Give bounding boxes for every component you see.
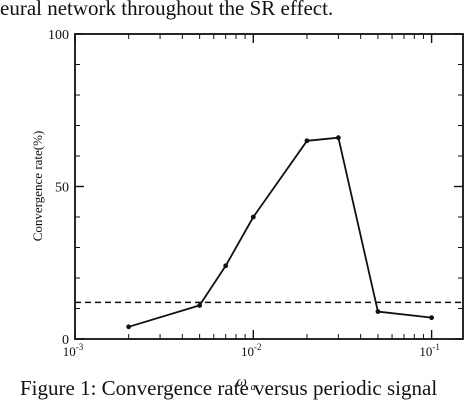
plot-frame (74, 33, 464, 340)
x-tick-label: 10-3 (63, 342, 84, 359)
x-axis-label: ω a (236, 374, 255, 393)
x-axis-label-subscript: a (251, 382, 256, 393)
x-axis-label-main: ω (236, 374, 247, 390)
y-tick-label: 100 (48, 28, 69, 43)
series-layer (75, 135, 463, 330)
series-line (128, 136, 432, 328)
axes-layer: 10-3 10-2 10-1 0 50 100 (48, 28, 463, 359)
data-point (223, 263, 229, 269)
x-tick-label: 10-2 (241, 342, 261, 359)
data-point (126, 324, 132, 330)
data-point (429, 315, 435, 321)
y-axis-label: Convergence rate(%) (30, 131, 45, 242)
data-point (375, 309, 381, 314)
data-point (335, 135, 341, 141)
figure-caption: Figure 1: Convergence rate versus period… (20, 376, 438, 400)
data-point (197, 303, 203, 308)
preceding-text-line: eural network throughout the SR effect. (0, 0, 334, 20)
y-tick-label: 50 (55, 181, 69, 196)
data-point (250, 214, 256, 220)
x-tick-label: 10-1 (419, 342, 440, 359)
y-tick-label: 0 (62, 333, 69, 348)
data-point (304, 138, 310, 144)
